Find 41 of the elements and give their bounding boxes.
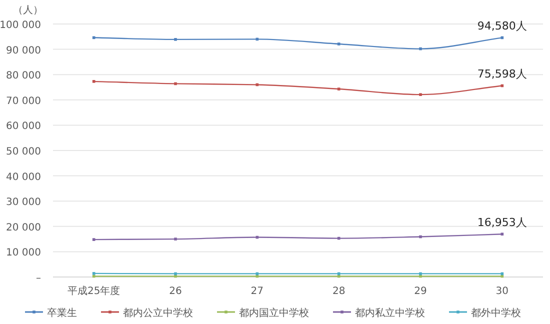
- y-tick-label: 20 000: [6, 222, 41, 234]
- legend-label: 卒業生: [47, 307, 77, 319]
- y-axis-title: （人）: [13, 5, 43, 16]
- y-tick-label: 60 000: [6, 121, 41, 132]
- point: [419, 272, 422, 276]
- y-tick-label: 30 000: [6, 197, 41, 208]
- annotation: 75,598人: [477, 68, 527, 81]
- line-series: [92, 36, 504, 50]
- y-tick-label: 90 000: [6, 45, 41, 56]
- y-tick-label: 80 000: [6, 70, 41, 82]
- point: [337, 42, 340, 46]
- point: [92, 272, 96, 275]
- annotation: 16,953人: [477, 216, 527, 230]
- legend-label: 都外中学校: [471, 307, 521, 319]
- point: [337, 88, 340, 90]
- y-tick-label: 10 000: [6, 248, 41, 259]
- point: [174, 274, 177, 278]
- y-tick-label: 70 000: [6, 96, 41, 107]
- legend-label: 都内国立中学校: [239, 307, 309, 319]
- annotation: 94,580人: [477, 20, 527, 33]
- y-tick-label: 40 000: [6, 172, 41, 183]
- point: [92, 238, 96, 241]
- point: [92, 80, 96, 83]
- point: [419, 47, 422, 50]
- x-tick-label: 26: [169, 286, 182, 297]
- line-series: [92, 80, 504, 96]
- x-tick-label: 28: [332, 286, 346, 297]
- point: [419, 274, 422, 278]
- y-tick-label: 100 000: [0, 20, 41, 31]
- x-tick-label: 29: [414, 286, 427, 297]
- legend-label: 都内私立中学校: [355, 307, 425, 319]
- x-tick-label: 平成25年度: [67, 285, 120, 297]
- x-tick-label: 27: [250, 286, 264, 297]
- legend-label: 都内公立中学校: [123, 307, 193, 319]
- point: [174, 82, 177, 86]
- y-tick-label: –: [36, 273, 41, 284]
- y-tick-label: 50 000: [6, 146, 41, 158]
- point: [174, 272, 177, 276]
- point: [419, 235, 422, 238]
- x-tick-label: 30: [496, 286, 509, 297]
- point: [500, 232, 504, 236]
